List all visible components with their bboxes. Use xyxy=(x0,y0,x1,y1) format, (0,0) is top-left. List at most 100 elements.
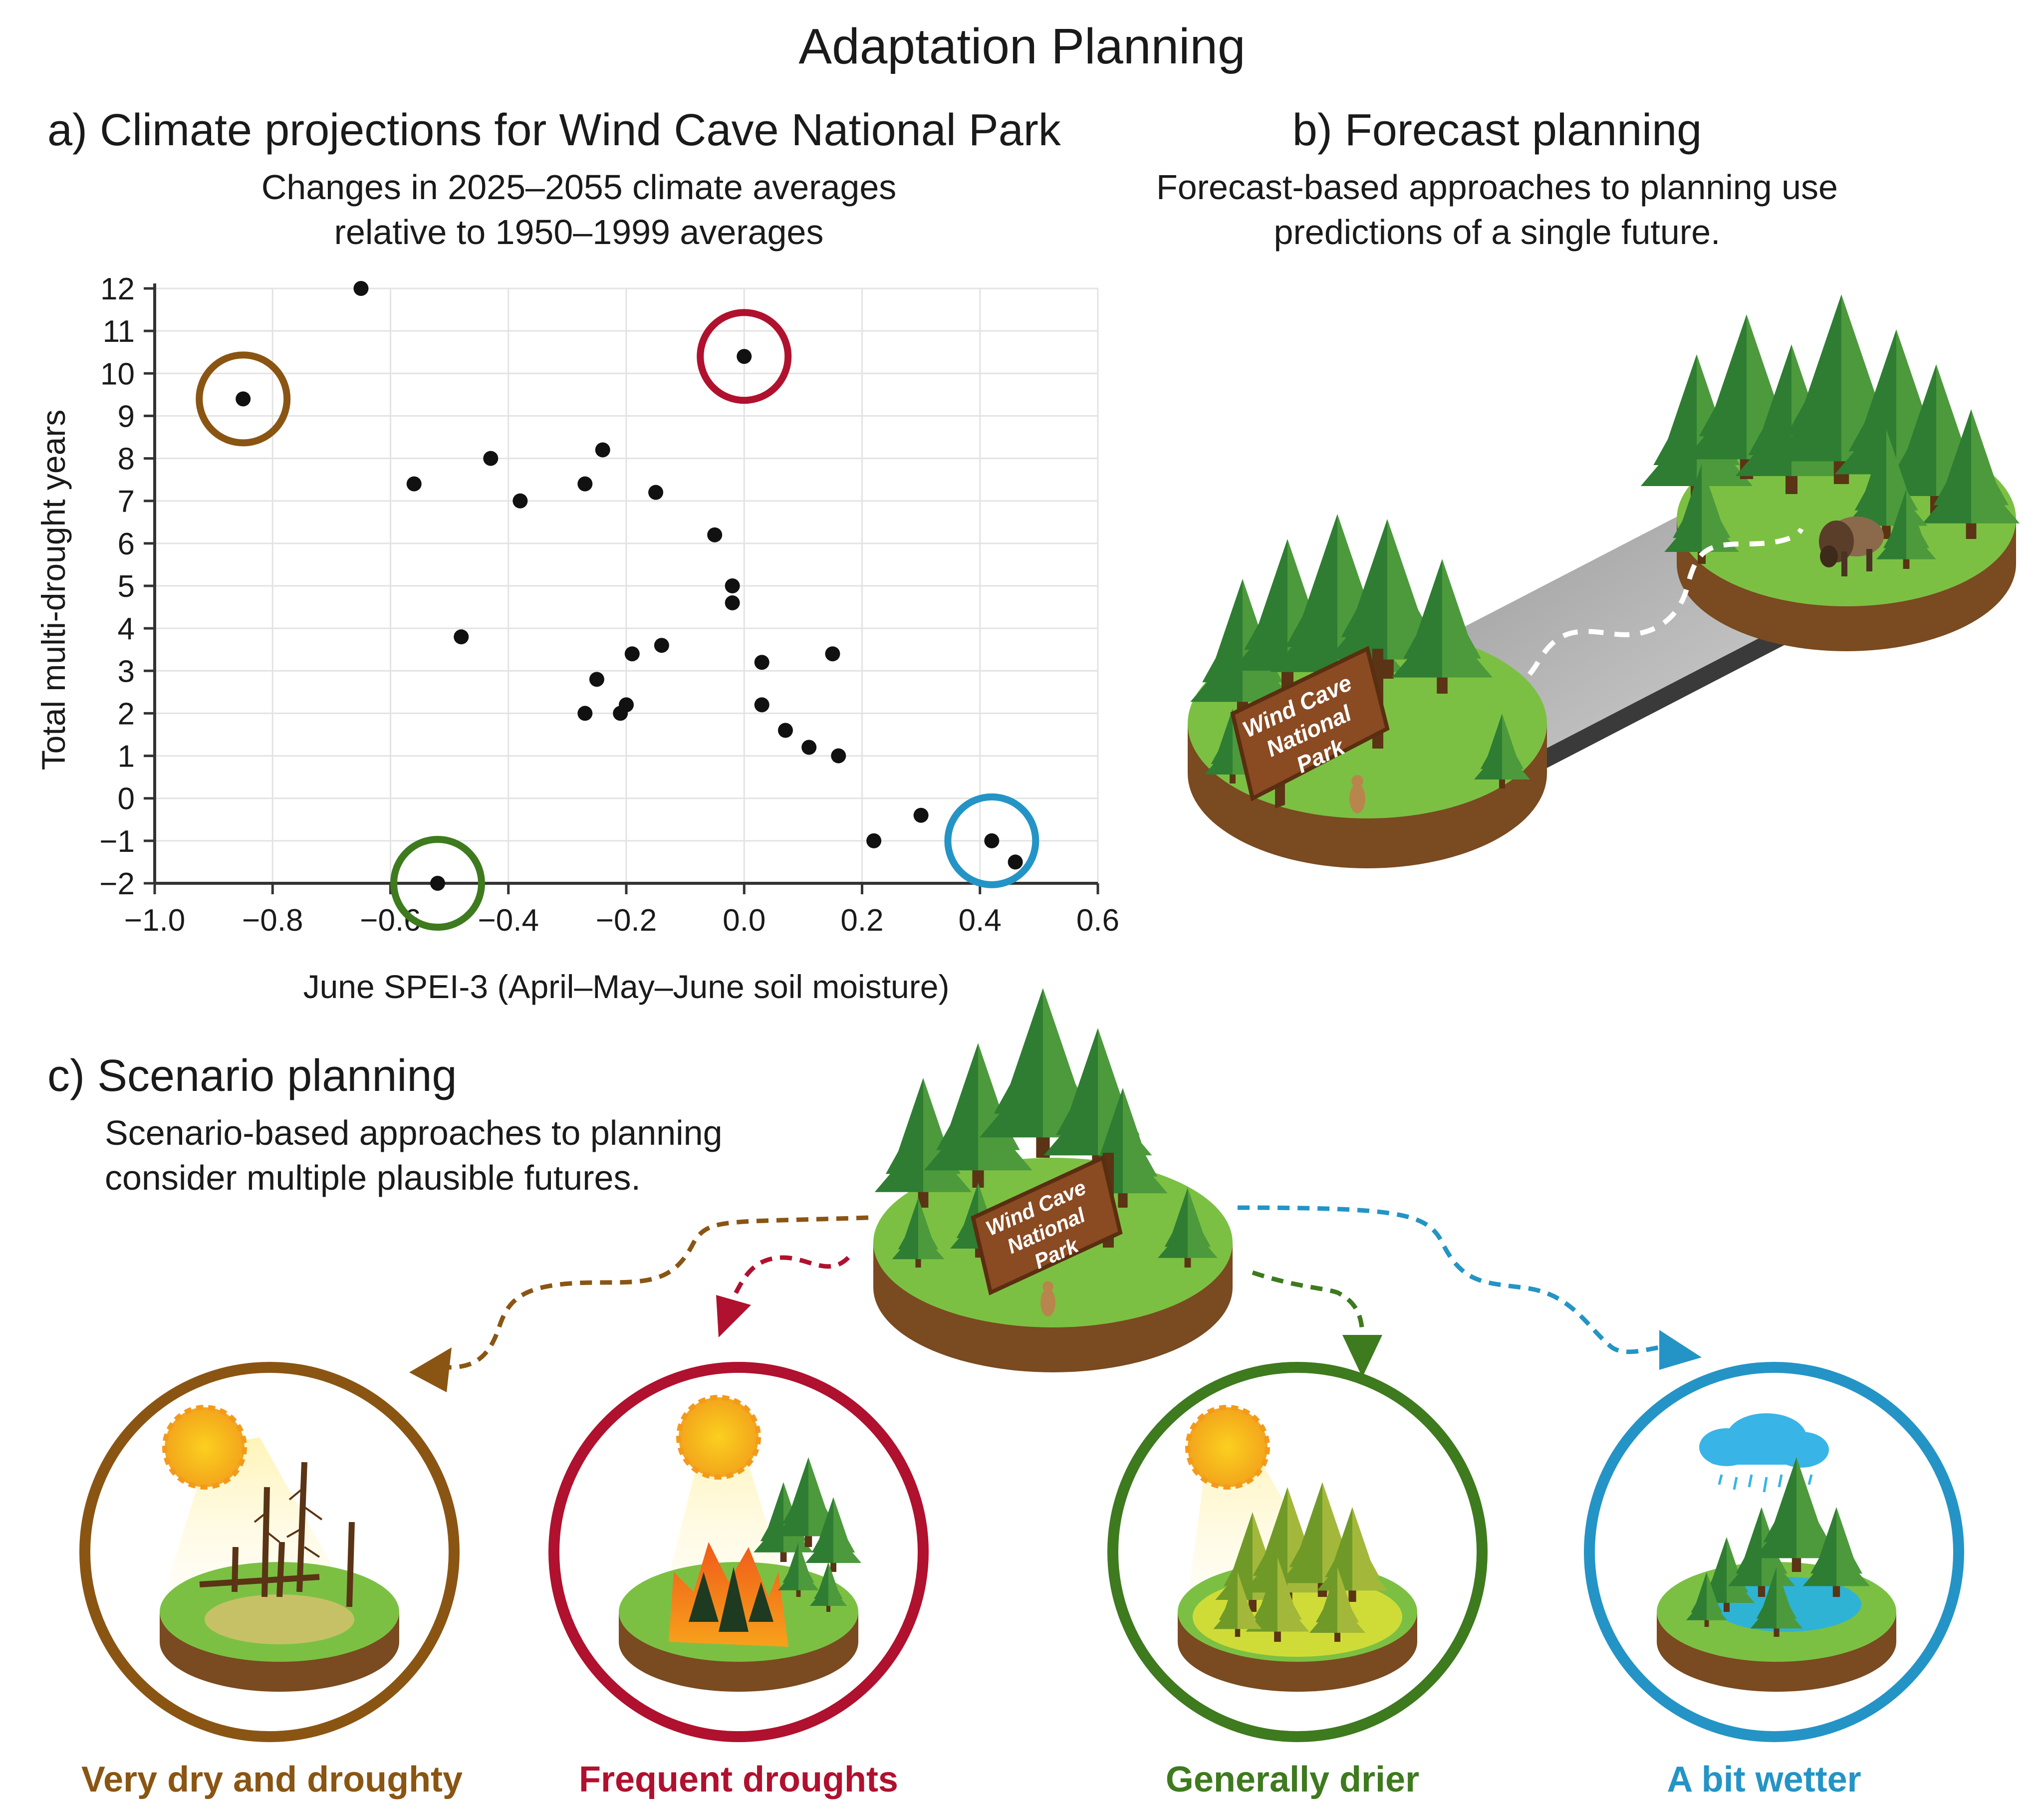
data-point xyxy=(866,833,882,848)
pine-tree-icon xyxy=(1664,464,1739,564)
data-point xyxy=(454,629,469,645)
scenario-hub-illustration: Wind Cave National Park xyxy=(873,988,1233,1372)
pine-tree-icon xyxy=(1327,519,1447,679)
data-point xyxy=(595,442,610,458)
dry-forest-trees xyxy=(1213,1482,1388,1642)
pine-tree-icon xyxy=(1246,1557,1309,1642)
pine-tree-icon xyxy=(1158,1188,1218,1268)
y-tick-label: 6 xyxy=(118,527,135,561)
scenario-a-bit-wetter xyxy=(1584,1362,1964,1742)
scenario-generally-drier xyxy=(1107,1362,1488,1742)
pine-tree-icon xyxy=(892,1198,945,1268)
x-tick-label: −0.4 xyxy=(478,903,539,938)
data-point xyxy=(589,672,604,687)
y-tick-label: 4 xyxy=(118,612,135,646)
data-point xyxy=(754,697,769,713)
arrow-generally-drier xyxy=(1252,1270,1365,1338)
data-point xyxy=(613,706,628,721)
forecast-illustration: Wind Cave National Park xyxy=(1188,294,2020,868)
y-tick-label: 11 xyxy=(103,314,135,349)
pine-tree-icon xyxy=(1845,429,1928,539)
y-tick-label: 2 xyxy=(118,697,135,731)
pine-tree-icon xyxy=(809,1562,847,1612)
data-point xyxy=(577,706,593,721)
data-point xyxy=(624,646,640,662)
scenario-very-dry xyxy=(79,1362,460,1742)
scenario-label-frequent-droughts: Frequent droughts xyxy=(579,1760,898,1800)
panel-a-subtitle-line2: relative to 1950–1999 averages xyxy=(334,213,824,252)
data-point xyxy=(831,748,846,764)
data-point xyxy=(483,451,499,466)
arrow-very-dry xyxy=(449,1215,869,1370)
y-tick-label: −2 xyxy=(99,867,135,901)
pine-tree-icon xyxy=(1922,409,2020,539)
y-tick-label: 1 xyxy=(118,740,135,774)
pine-tree-icon xyxy=(1876,489,1936,569)
x-tick-labels: −1.0 −0.8 −0.6 −0.4 −0.2 0.0 0.2 0.4 0.6 xyxy=(124,903,1119,938)
data-point xyxy=(754,655,769,670)
panel-a-title: a) Climate projections for Wind Cave Nat… xyxy=(47,105,1061,155)
y-tick-label: −1 xyxy=(99,824,135,859)
panel-a-subtitle-line1: Changes in 2025–2055 climate averages xyxy=(261,168,897,207)
x-tick-label: 0.4 xyxy=(959,903,1002,938)
data-point xyxy=(737,349,752,364)
data-point xyxy=(648,485,664,500)
pine-tree-icon xyxy=(1392,559,1493,694)
pine-tree-icon xyxy=(1698,1537,1755,1612)
data-point xyxy=(236,391,251,407)
data-points xyxy=(236,281,1023,891)
y-tick-label: 9 xyxy=(118,399,135,434)
data-point xyxy=(777,723,793,738)
bison-icon xyxy=(1819,517,1884,576)
rain-cloud-pond-icon xyxy=(1657,1413,1896,1692)
data-point xyxy=(430,876,445,891)
arrow-heads xyxy=(409,1295,1702,1392)
sun-dry-forest-icon xyxy=(1178,1405,1417,1692)
future-forest-trees xyxy=(1640,294,2020,569)
data-point xyxy=(406,476,422,492)
pine-tree-icon xyxy=(777,1542,819,1597)
y-tick-label: 5 xyxy=(118,569,135,604)
panel-c-subtitle-line2: consider multiple plausible futures. xyxy=(105,1158,641,1197)
pine-tree-icon xyxy=(1753,1457,1840,1572)
pine-tree-icon xyxy=(1316,1507,1388,1602)
data-point xyxy=(913,807,929,823)
y-tick-label: 12 xyxy=(100,272,135,306)
prairie-dog-icon xyxy=(1349,775,1365,813)
pine-tree-icon xyxy=(1686,1572,1728,1627)
data-point xyxy=(353,281,369,296)
wet-forest-trees xyxy=(1686,1457,1870,1637)
pine-tree-icon xyxy=(774,1457,842,1547)
data-point xyxy=(654,638,669,653)
y-tick-label: 10 xyxy=(100,357,135,391)
panel-c-title: c) Scenario planning xyxy=(47,1051,457,1101)
panel-b-subtitle-line1: Forecast-based approaches to planning us… xyxy=(1156,168,1838,207)
highlight-circle xyxy=(944,793,1039,888)
x-tick-label: −0.8 xyxy=(242,903,303,938)
prairie-dog-icon xyxy=(1040,1281,1055,1316)
sun-dead-forest-icon xyxy=(160,1405,399,1692)
y-tick-label: 8 xyxy=(118,442,135,477)
y-tick-label: 3 xyxy=(118,654,135,689)
panel-c-subtitle-line1: Scenario-based approaches to planning xyxy=(105,1113,723,1152)
chart-axes xyxy=(144,283,1099,894)
data-point xyxy=(725,595,740,611)
data-point xyxy=(984,833,1000,848)
x-tick-label: −0.2 xyxy=(596,903,657,938)
x-tick-label: 0.6 xyxy=(1076,903,1119,938)
x-tick-label: 0.0 xyxy=(723,903,766,938)
arrow-frequent-droughts xyxy=(731,1255,850,1299)
data-point xyxy=(725,578,740,593)
y-tick-label: 7 xyxy=(118,485,135,519)
pine-tree-icon xyxy=(805,1497,862,1572)
highlight-circle xyxy=(390,836,485,931)
x-axis-label: June SPEI-3 (April–May–June soil moistur… xyxy=(303,968,950,1005)
pine-tree-icon xyxy=(1750,1567,1803,1637)
forecast-path-dashed xyxy=(1441,527,1804,731)
scenario-label-generally-drier: Generally drier xyxy=(1165,1760,1420,1800)
pine-tree-icon xyxy=(1309,1567,1366,1642)
data-point xyxy=(801,740,817,755)
